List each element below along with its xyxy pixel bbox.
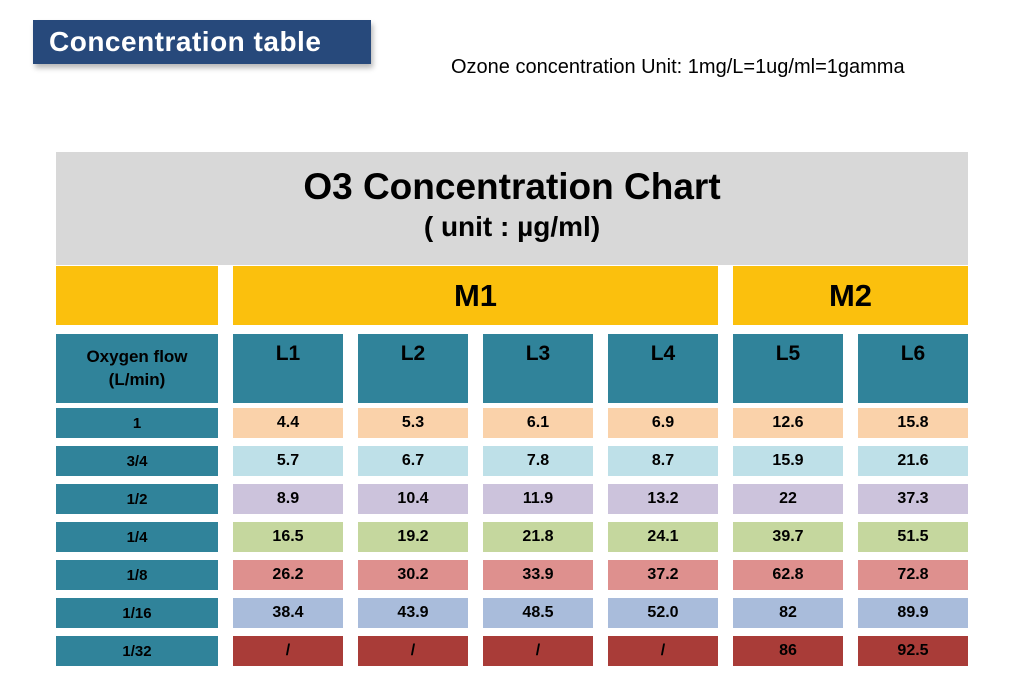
value-cell: / <box>483 636 593 666</box>
column-header-row: Oxygen flow (L/min) L1 L2 L3 L4 L5 L6 <box>56 334 968 403</box>
column-header: L6 <box>858 334 968 403</box>
corner-header: Oxygen flow (L/min) <box>56 334 218 403</box>
value-cell: 10.4 <box>358 484 468 514</box>
value-cell: 51.5 <box>858 522 968 552</box>
table-row: 3/4 5.7 6.7 7.8 8.7 15.9 21.6 <box>56 446 968 476</box>
table-title-block: O3 Concentration Chart ( unit : µg/ml) <box>56 152 968 265</box>
column-header: L2 <box>358 334 468 403</box>
column-header: L4 <box>608 334 718 403</box>
value-cell: 39.7 <box>733 522 843 552</box>
value-cell: 13.2 <box>608 484 718 514</box>
value-cell: 52.0 <box>608 598 718 628</box>
value-cell: / <box>233 636 343 666</box>
value-cell: 43.9 <box>358 598 468 628</box>
value-cell: 4.4 <box>233 408 343 438</box>
row-label: 1/16 <box>56 598 218 628</box>
value-cell: 12.6 <box>733 408 843 438</box>
value-cell: 33.9 <box>483 560 593 590</box>
table-row: 1/32 / / / / 86 92.5 <box>56 636 968 666</box>
page-title-banner: Concentration table <box>33 20 371 64</box>
group-header-blank <box>56 266 218 325</box>
value-cell: / <box>358 636 468 666</box>
table-row: 1/4 16.5 19.2 21.8 24.1 39.7 51.5 <box>56 522 968 552</box>
value-cell: 15.9 <box>733 446 843 476</box>
value-cell: / <box>608 636 718 666</box>
value-cell: 11.9 <box>483 484 593 514</box>
table-title: O3 Concentration Chart <box>303 166 721 207</box>
value-cell: 86 <box>733 636 843 666</box>
table-body: 1 4.4 5.3 6.1 6.9 12.6 15.8 3/4 5.7 6.7 7.8 8.7 15.9… <box>56 408 968 666</box>
value-cell: 92.5 <box>858 636 968 666</box>
value-cell: 6.1 <box>483 408 593 438</box>
row-label: 1 <box>56 408 218 438</box>
value-cell: 62.8 <box>733 560 843 590</box>
value-cell: 21.8 <box>483 522 593 552</box>
value-cell: 15.8 <box>858 408 968 438</box>
concentration-table: O3 Concentration Chart ( unit : µg/ml) M… <box>56 152 968 674</box>
group-header-m1: M1 <box>233 266 718 325</box>
group-header-row: M1 M2 <box>56 266 968 325</box>
value-cell: 7.8 <box>483 446 593 476</box>
value-cell: 24.1 <box>608 522 718 552</box>
row-label: 3/4 <box>56 446 218 476</box>
row-label: 1/8 <box>56 560 218 590</box>
value-cell: 82 <box>733 598 843 628</box>
value-cell: 5.3 <box>358 408 468 438</box>
value-cell: 21.6 <box>858 446 968 476</box>
row-label: 1/4 <box>56 522 218 552</box>
value-cell: 72.8 <box>858 560 968 590</box>
table-subtitle: ( unit : µg/ml) <box>423 211 601 243</box>
table-row: 1/2 8.9 10.4 11.9 13.2 22 37.3 <box>56 484 968 514</box>
corner-header-line1: Oxygen flow <box>86 347 188 367</box>
value-cell: 6.9 <box>608 408 718 438</box>
table-row: 1/8 26.2 30.2 33.9 37.2 62.8 72.8 <box>56 560 968 590</box>
column-header: L3 <box>483 334 593 403</box>
value-cell: 16.5 <box>233 522 343 552</box>
value-cell: 5.7 <box>233 446 343 476</box>
table-row: 1 4.4 5.3 6.1 6.9 12.6 15.8 <box>56 408 968 438</box>
value-cell: 8.7 <box>608 446 718 476</box>
row-label: 1/32 <box>56 636 218 666</box>
column-header: L1 <box>233 334 343 403</box>
unit-note: Ozone concentration Unit: 1mg/L=1ug/ml=1… <box>451 56 905 78</box>
value-cell: 6.7 <box>358 446 468 476</box>
corner-header-line2: (L/min) <box>108 369 166 389</box>
value-cell: 19.2 <box>358 522 468 552</box>
value-cell: 8.9 <box>233 484 343 514</box>
value-cell: 26.2 <box>233 560 343 590</box>
page-title: Concentration table <box>49 26 322 57</box>
value-cell: 30.2 <box>358 560 468 590</box>
value-cell: 37.2 <box>608 560 718 590</box>
table-row: 1/16 38.4 43.9 48.5 52.0 82 89.9 <box>56 598 968 628</box>
value-cell: 89.9 <box>858 598 968 628</box>
value-cell: 48.5 <box>483 598 593 628</box>
value-cell: 37.3 <box>858 484 968 514</box>
group-header-m2: M2 <box>733 266 968 325</box>
value-cell: 38.4 <box>233 598 343 628</box>
row-label: 1/2 <box>56 484 218 514</box>
value-cell: 22 <box>733 484 843 514</box>
column-header: L5 <box>733 334 843 403</box>
